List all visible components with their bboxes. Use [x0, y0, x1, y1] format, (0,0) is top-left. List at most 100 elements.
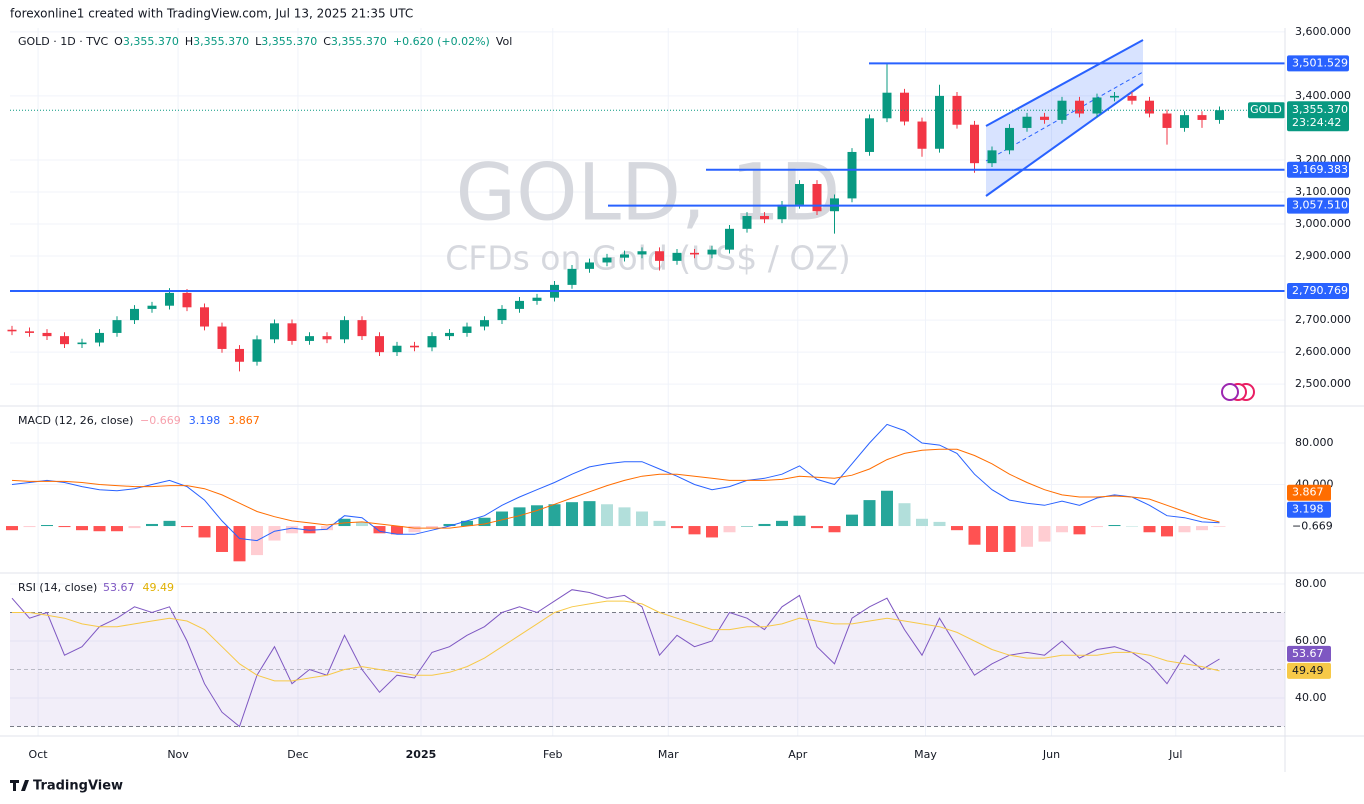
- candle-body: [147, 305, 157, 309]
- candle-body: [1145, 100, 1154, 114]
- candle-body: [690, 252, 699, 255]
- histogram-bar: [233, 526, 246, 562]
- histogram-bar: [198, 526, 211, 538]
- x-tick-label: Mar: [658, 748, 679, 761]
- candle-body: [970, 124, 979, 164]
- last-value-label-box: [1287, 501, 1331, 518]
- last-value-label-box: [1287, 662, 1331, 679]
- x-tick-label: Oct: [29, 748, 49, 761]
- candle-body: [1110, 95, 1119, 98]
- histogram-bar: [1213, 526, 1226, 527]
- legend-value: 3.867: [228, 414, 260, 427]
- candle-body: [42, 332, 52, 337]
- histogram-bar: [1003, 526, 1016, 552]
- level-label-box: [1287, 283, 1349, 300]
- histogram-bar: [1021, 526, 1033, 547]
- candle-body: [585, 262, 594, 269]
- candle-body: [25, 331, 34, 333]
- histogram-bar: [408, 526, 421, 533]
- candle-body: [497, 308, 507, 321]
- histogram-bar: [951, 526, 963, 531]
- level-label: 3,057.510: [1292, 199, 1348, 212]
- histogram-bar: [968, 526, 981, 545]
- histogram-bar: [776, 520, 788, 527]
- y-tick-label: 60.00: [1295, 634, 1327, 647]
- histogram-bar: [373, 526, 386, 534]
- histogram-bar: [111, 526, 123, 532]
- histogram-bar: [426, 526, 438, 529]
- candle-body: [620, 254, 629, 258]
- watermark: GOLD, 1D CFDs on Gold (US$ / OZ): [445, 148, 851, 277]
- marks: 3,600.0003,400.0003,200.0003,100.0003,00…: [6, 25, 1351, 761]
- histogram-bar: [163, 520, 176, 527]
- x-tick-label: Feb: [543, 748, 562, 761]
- histogram-bar: [793, 515, 806, 527]
- candle-body: [1040, 116, 1049, 120]
- candle-body: [357, 320, 367, 337]
- y-tick-label: 3,100.000: [1295, 185, 1351, 198]
- histogram-bar: [41, 525, 53, 527]
- histogram-bar: [496, 511, 508, 527]
- histogram-bar: [811, 526, 823, 529]
- histogram-bar: [303, 526, 316, 534]
- histogram-bar: [548, 504, 561, 527]
- pane-title: RSI (14, close): [18, 581, 97, 594]
- legend-value: 53.67: [103, 581, 135, 594]
- candle-body: [1180, 115, 1189, 128]
- candle-body: [1075, 100, 1084, 114]
- y-tick-label: 2,500.000: [1295, 377, 1351, 390]
- ohlc-key: L: [255, 35, 262, 48]
- candle-body: [655, 251, 664, 261]
- last-value-label: −0.669: [1292, 520, 1333, 533]
- candle-body: [182, 292, 192, 308]
- histogram-bar: [933, 521, 946, 527]
- histogram-bar: [881, 490, 893, 527]
- candle-body: [900, 92, 909, 122]
- y-tick-label: 40.00: [1295, 691, 1327, 704]
- level-label: 2,790.769: [1292, 284, 1348, 297]
- histogram-bar: [23, 526, 36, 528]
- ohlc-value: 3,355.370: [123, 35, 179, 48]
- candle-body: [812, 183, 822, 212]
- ohlc-key: O: [114, 35, 123, 48]
- y-tick-label: 2,900.000: [1295, 249, 1351, 262]
- level-label-box: [1287, 161, 1349, 178]
- legend-value: 49.49: [143, 581, 175, 594]
- x-tick-label: Jun: [1042, 748, 1060, 761]
- candle-body: [340, 320, 349, 340]
- histogram-bar: [846, 514, 858, 527]
- footer-brand: TradingView: [33, 779, 123, 794]
- candle-body: [602, 257, 612, 263]
- candle-body: [270, 323, 279, 340]
- x-tick-label: Apr: [788, 748, 808, 761]
- histogram-bar: [443, 523, 456, 527]
- candle-body: [725, 228, 734, 250]
- histogram-bar: [986, 526, 998, 552]
- candle-body: [235, 348, 244, 362]
- histogram-bar: [636, 511, 648, 527]
- y-tick-label: 80.00: [1295, 577, 1327, 590]
- histogram-bar: [828, 526, 841, 533]
- histogram-bar: [1108, 525, 1121, 527]
- ohlc-key: H: [185, 35, 193, 48]
- histogram-bar: [758, 523, 771, 527]
- candle-body: [567, 268, 577, 285]
- y-tick-label: 3,400.000: [1295, 89, 1351, 102]
- symbol: GOLD · 1D · TVC: [18, 35, 108, 48]
- last-value-label: 49.49: [1292, 664, 1324, 677]
- candle-body: [95, 332, 104, 343]
- candle-body: [777, 204, 787, 220]
- candle-body: [707, 249, 717, 255]
- histogram-bar: [268, 526, 281, 541]
- histogram-bar: [706, 526, 718, 538]
- candle-body: [165, 292, 174, 306]
- ohlc-value: 3,355.370: [331, 35, 387, 48]
- last-value-label: 3.198: [1292, 503, 1324, 516]
- countdown: 23:24:42: [1292, 116, 1341, 129]
- histogram-bar: [286, 526, 298, 534]
- candle-body: [952, 95, 962, 125]
- candle-body: [987, 150, 997, 164]
- histogram-bar: [653, 520, 666, 527]
- rsi-line: [11, 589, 1220, 728]
